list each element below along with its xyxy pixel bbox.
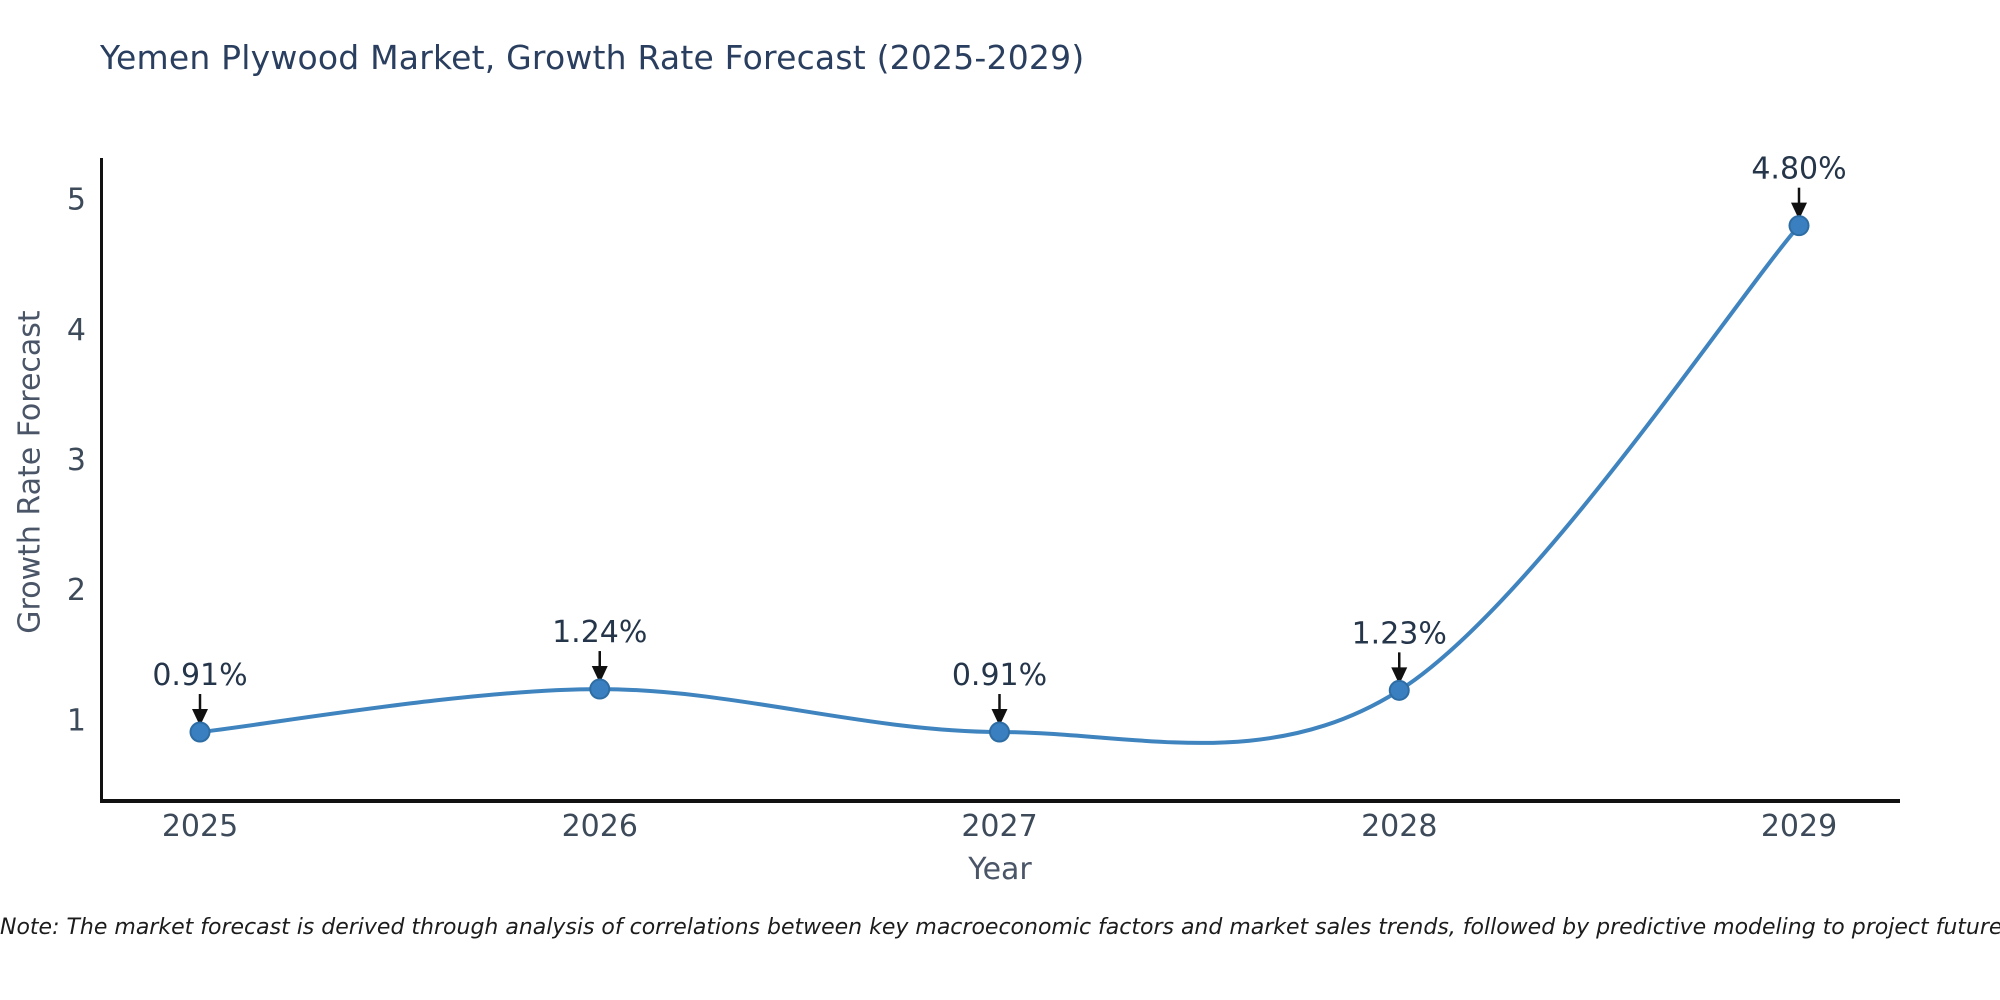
annotation-arrow-head [1791,202,1807,220]
x-tick-label: 2025 [162,809,238,844]
point-annotation: 1.24% [552,615,647,650]
x-tick-label: 2028 [1361,809,1437,844]
x-tick-label: 2029 [1761,809,1837,844]
data-point [989,721,1010,743]
data-point [589,678,611,700]
annotation-arrow-head [591,666,608,684]
point-annotation: 4.80% [1751,152,1846,187]
x-tick-label: 2027 [961,809,1037,844]
data-point [1388,679,1410,701]
y-tick-label: 2 [67,573,86,608]
forecast-line [198,223,1801,745]
data-point [1788,215,1810,237]
y-tick-label: 4 [67,313,86,348]
point-annotation: 1.23% [1352,616,1447,651]
annotation-arrow-head [991,709,1008,727]
x-axis-title: Year [968,852,1032,887]
y-axis-title: Growth Rate Forecast [12,310,48,634]
y-tick-label: 3 [67,443,86,478]
chart-title: Yemen Plywood Market, Growth Rate Foreca… [100,38,1085,77]
footnote: Note: The market forecast is derived thr… [0,915,2000,940]
annotation-arrow-head [1391,667,1408,685]
point-annotation: 0.91% [152,658,247,693]
y-tick-label: 5 [67,183,86,218]
annotation-arrow-head [192,709,208,727]
data-point [189,721,211,743]
y-tick-label: 1 [67,703,86,738]
point-annotation: 0.91% [952,658,1047,693]
x-tick-label: 2026 [562,809,638,844]
